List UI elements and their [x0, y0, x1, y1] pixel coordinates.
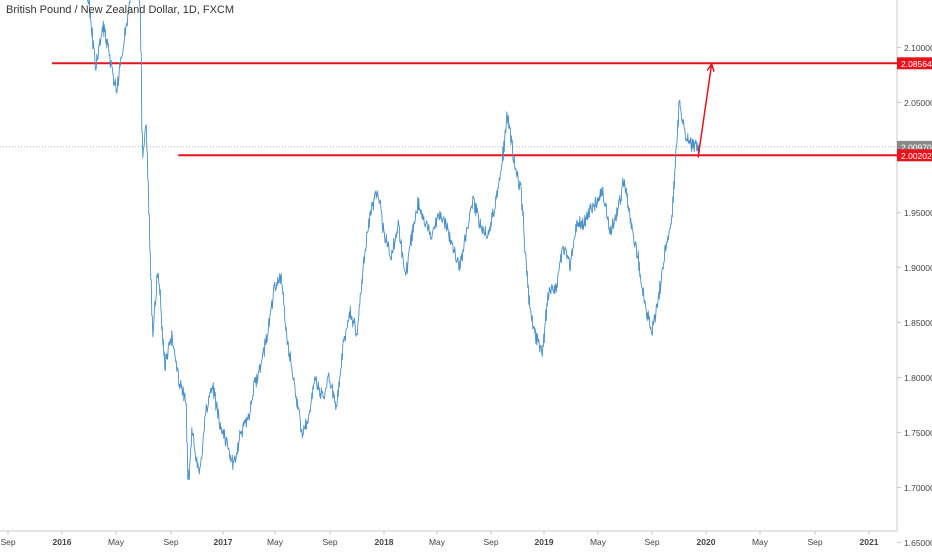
x-tick-label: May	[108, 537, 125, 547]
time-axis[interactable]: Sep 2016 May Sep 2017 May Sep 2018 May Sep 2019 May…	[0, 530, 897, 547]
x-tick-label: Sep	[163, 537, 178, 547]
chart-title: British Pound / New Zealand Dollar, 1D, …	[6, 4, 235, 16]
y-tick-label: 2.10000	[904, 43, 932, 53]
x-tick-label: May	[752, 537, 769, 547]
price-series	[87, 0, 700, 481]
price-line	[87, 0, 700, 481]
y-tick-label: 1.65000	[904, 538, 932, 548]
lower-level-label: 2.00202	[901, 151, 932, 161]
x-tick-label: 2019	[535, 537, 554, 547]
x-tick-label: 2020	[697, 537, 716, 547]
projection-arrow	[697, 62, 715, 158]
y-tick-label: 1.75000	[904, 428, 932, 438]
horizontal-levels	[0, 62, 897, 157]
y-tick-label: 1.70000	[904, 483, 932, 493]
x-tick-label: May	[429, 537, 446, 547]
y-tick-label: 1.90000	[904, 263, 932, 273]
y-tick-label: 1.95000	[904, 208, 932, 218]
upper-level-label: 2.08564	[901, 59, 932, 69]
y-tick-label: 1.85000	[904, 318, 932, 328]
price-axis[interactable]: 2.550002.500002.450002.400002.350002.300…	[896, 0, 932, 548]
arrowhead	[706, 62, 715, 72]
current-price-label: 2.00970	[901, 142, 932, 152]
x-tick-label: 2018	[375, 537, 394, 547]
y-tick-label: 2.05000	[904, 98, 932, 108]
x-tick-label: May	[267, 537, 284, 547]
x-tick-label: Sep	[483, 537, 498, 547]
upper-level-label-box	[897, 57, 932, 70]
x-tick-label: Sep	[807, 537, 822, 547]
x-tick-label: 2016	[53, 537, 72, 547]
x-tick-label: Sep	[644, 537, 659, 547]
arrow-shaft	[697, 63, 713, 158]
x-tick-label: Sep	[0, 537, 15, 547]
y-tick-label: 1.80000	[904, 373, 932, 383]
lower-level-label-box	[897, 149, 932, 162]
x-tick-label: May	[590, 537, 607, 547]
x-tick-label: 2021	[860, 537, 879, 547]
x-tick-label: Sep	[322, 537, 337, 547]
x-tick-label: 2017	[214, 537, 233, 547]
